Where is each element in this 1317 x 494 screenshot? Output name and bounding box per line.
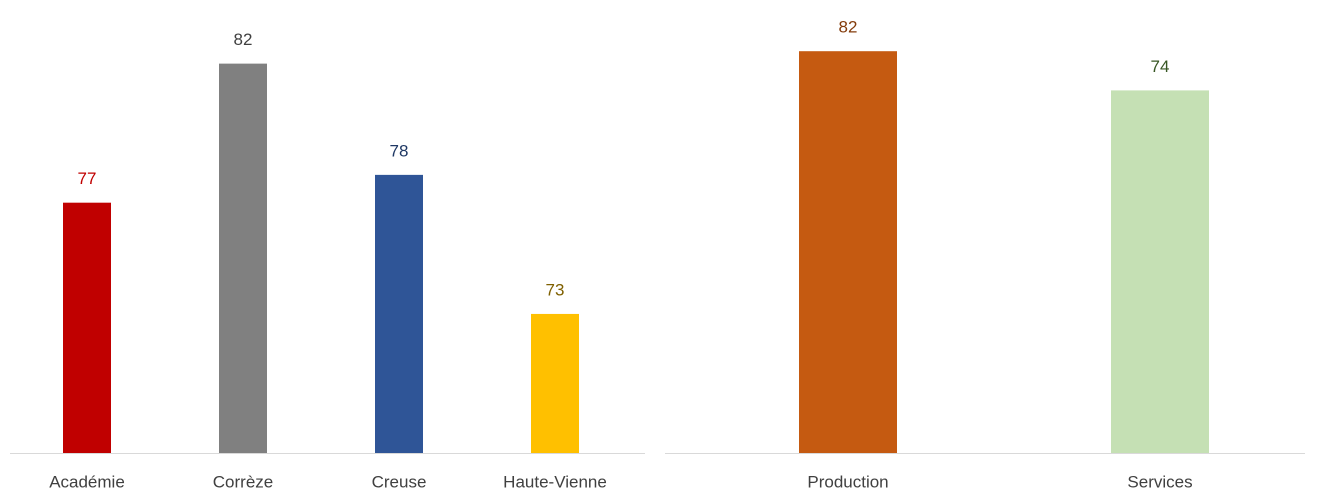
data-label: 73: [546, 280, 565, 299]
bar: [63, 202, 111, 453]
bar: [375, 174, 423, 453]
data-label: 77: [78, 169, 97, 188]
x-tick-label: Académie: [49, 472, 125, 491]
bar: [219, 63, 267, 453]
x-tick-label: Production: [807, 472, 888, 491]
data-label: 82: [839, 18, 858, 37]
data-label: 82: [234, 30, 253, 49]
data-label: 74: [1151, 57, 1170, 76]
x-tick-label: Corrèze: [213, 472, 273, 491]
x-tick-label: Haute-Vienne: [503, 472, 607, 491]
bar: [531, 313, 579, 453]
data-label: 78: [390, 141, 409, 160]
x-tick-label: Services: [1127, 472, 1192, 491]
bar: [1111, 90, 1209, 454]
x-tick-label: Creuse: [372, 472, 427, 491]
bar: [799, 51, 897, 453]
